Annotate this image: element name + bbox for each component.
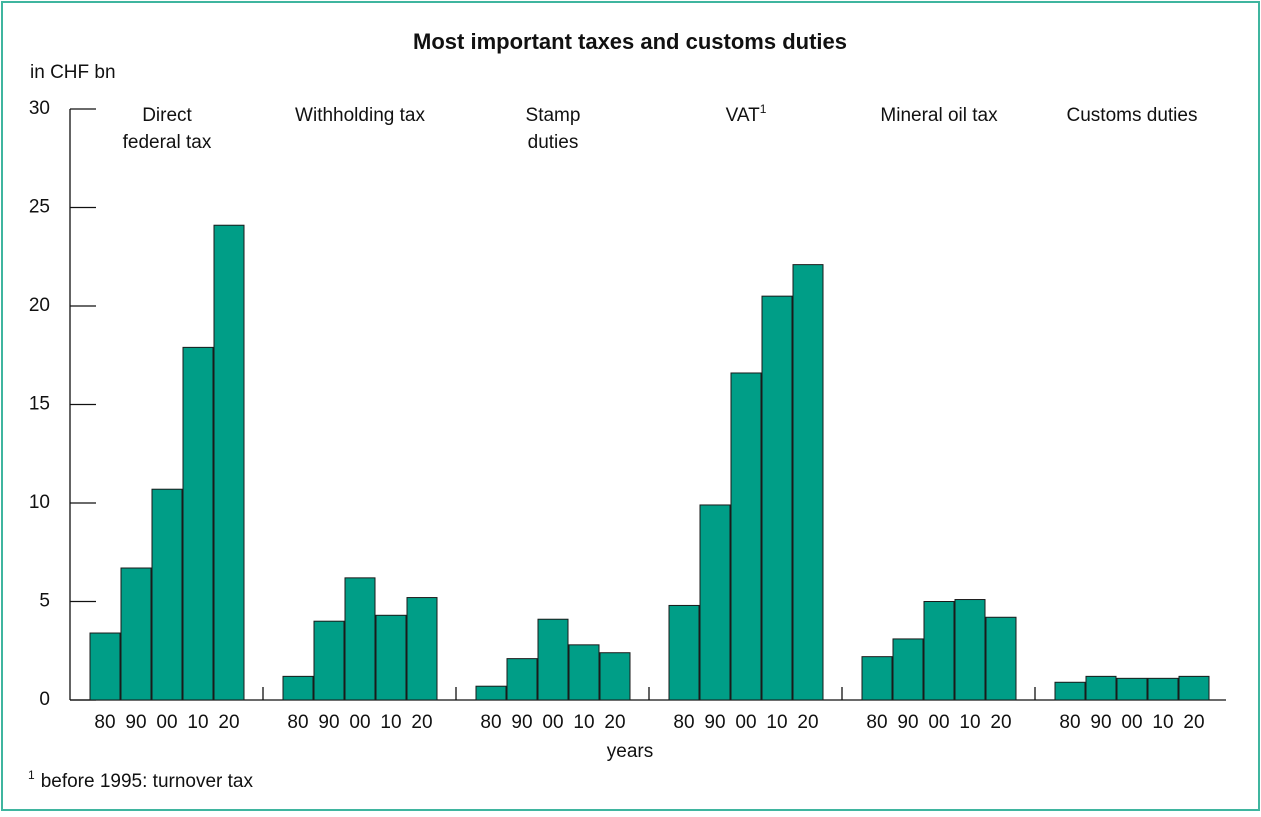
group-label: Withholding tax xyxy=(295,105,425,126)
x-tick-label: 80 xyxy=(866,712,887,733)
x-tick-label: 80 xyxy=(94,712,115,733)
y-tick-label: 15 xyxy=(29,394,50,415)
x-tick-label: 10 xyxy=(959,712,980,733)
x-tick-label: 90 xyxy=(704,712,725,733)
bar xyxy=(120,567,152,701)
x-tick-label: 20 xyxy=(411,712,432,733)
x-tick-label: 10 xyxy=(187,712,208,733)
bar xyxy=(954,599,986,701)
x-tick-label: 20 xyxy=(604,712,625,733)
x-tick-label: 10 xyxy=(573,712,594,733)
x-tick-label: 90 xyxy=(511,712,532,733)
bar xyxy=(985,616,1017,701)
bar xyxy=(761,295,793,701)
group-label-text: federal tax xyxy=(123,132,212,153)
bar xyxy=(923,601,955,701)
bar xyxy=(537,618,569,701)
group-label-text: Withholding tax xyxy=(295,105,425,126)
bar xyxy=(599,652,631,701)
y-axis-label: in CHF bn xyxy=(30,62,116,83)
bar xyxy=(568,644,600,701)
group-label-text: Customs duties xyxy=(1067,105,1198,126)
x-tick-label: 00 xyxy=(156,712,177,733)
bar xyxy=(1085,675,1117,701)
group-label-text: Mineral oil tax xyxy=(880,105,998,126)
group-label-text: Stamp xyxy=(526,105,581,126)
bar xyxy=(1178,675,1210,701)
y-tick-label: 0 xyxy=(39,689,50,710)
x-tick-label: 80 xyxy=(1059,712,1080,733)
x-tick-label: 80 xyxy=(673,712,694,733)
x-tick-label: 20 xyxy=(797,712,818,733)
bar xyxy=(1116,677,1148,701)
group-label: Direct xyxy=(142,105,192,126)
bar xyxy=(213,224,245,701)
bar xyxy=(151,488,183,701)
group-label-text: Direct xyxy=(142,105,192,126)
bar xyxy=(892,638,924,701)
x-tick-label: 10 xyxy=(766,712,787,733)
bar xyxy=(1147,677,1179,701)
group-label: Stamp xyxy=(526,105,581,126)
footnote: 1 before 1995: turnover tax xyxy=(28,768,253,792)
bar xyxy=(406,597,438,701)
footnote-mark: 1 xyxy=(760,102,767,116)
bar xyxy=(861,656,893,701)
bar xyxy=(313,620,345,701)
y-tick-label: 20 xyxy=(29,295,50,316)
x-tick-label: 20 xyxy=(990,712,1011,733)
bar xyxy=(699,504,731,701)
group-label: VAT1 xyxy=(726,102,767,126)
bar xyxy=(792,264,824,701)
x-tick-label: 10 xyxy=(380,712,401,733)
x-tick-label: 90 xyxy=(318,712,339,733)
chart-title: Most important taxes and customs duties xyxy=(413,29,847,54)
group-label: duties xyxy=(528,132,579,153)
x-tick-label: 90 xyxy=(125,712,146,733)
x-axis-label: years xyxy=(607,741,653,762)
y-tick-label: 10 xyxy=(29,492,50,513)
x-tick-label: 00 xyxy=(928,712,949,733)
x-tick-label: 00 xyxy=(735,712,756,733)
x-tick-label: 20 xyxy=(1183,712,1204,733)
bar xyxy=(282,675,314,701)
x-tick-label: 00 xyxy=(542,712,563,733)
group-label-text: VAT xyxy=(726,105,761,126)
y-tick-label: 5 xyxy=(39,591,50,612)
bar xyxy=(89,632,121,701)
x-tick-label: 00 xyxy=(349,712,370,733)
x-tick-label: 90 xyxy=(897,712,918,733)
group-label: Mineral oil tax xyxy=(880,105,998,126)
y-tick-label: 30 xyxy=(29,98,50,119)
footnote-text: before 1995: turnover tax xyxy=(41,771,254,792)
bar xyxy=(730,372,762,701)
group-label-text: duties xyxy=(528,132,579,153)
group-label: federal tax xyxy=(123,132,212,153)
bar xyxy=(344,577,376,701)
x-tick-label: 80 xyxy=(480,712,501,733)
x-tick-label: 00 xyxy=(1121,712,1142,733)
x-tick-label: 80 xyxy=(287,712,308,733)
x-tick-label: 90 xyxy=(1090,712,1111,733)
bar xyxy=(668,604,700,701)
y-tick-label: 25 xyxy=(29,197,50,218)
x-tick-label: 20 xyxy=(218,712,239,733)
bar xyxy=(182,346,214,701)
bar xyxy=(1054,681,1086,701)
x-tick-label: 10 xyxy=(1152,712,1173,733)
bar xyxy=(475,685,507,701)
group-label: Customs duties xyxy=(1067,105,1198,126)
bar xyxy=(375,614,407,701)
bar xyxy=(506,658,538,701)
footnote-mark: 1 xyxy=(28,768,35,782)
